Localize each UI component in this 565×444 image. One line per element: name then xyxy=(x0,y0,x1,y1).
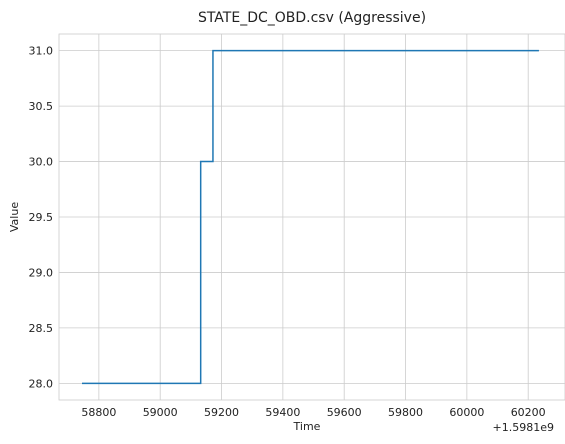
chart-title: STATE_DC_OBD.csv (Aggressive) xyxy=(198,10,426,26)
x-offset-label: +1.5981e9 xyxy=(493,421,554,434)
x-tick-label: 59800 xyxy=(388,406,423,419)
x-axis-label: Time xyxy=(293,420,321,433)
x-tick-label: 59600 xyxy=(327,406,362,419)
series-line-0 xyxy=(82,49,539,385)
y-tick-label: 30.5 xyxy=(29,100,54,113)
y-tick-label: 29.0 xyxy=(29,266,54,279)
y-tick-label: 28.0 xyxy=(29,377,54,390)
y-tick-label: 28.5 xyxy=(29,322,54,335)
x-tick-label: 59400 xyxy=(265,406,300,419)
y-tick-label: 31.0 xyxy=(29,45,54,58)
x-tick-labels: 58800 59000 59200 59400 59600 59800 60000 60200 xyxy=(81,406,545,419)
y-tick-labels: 28.0 28.5 29.0 29.5 30.0 30.5 31.0 xyxy=(29,45,54,391)
y-tick-label: 30.0 xyxy=(29,156,54,169)
series-layer xyxy=(82,49,539,385)
y-tick-label: 29.5 xyxy=(29,211,54,224)
x-tick-label: 59200 xyxy=(204,406,239,419)
x-tick-label: 58800 xyxy=(81,406,116,419)
x-tick-label: 60200 xyxy=(511,406,546,419)
y-axis-label: Value xyxy=(8,202,21,232)
x-tick-label: 60000 xyxy=(449,406,484,419)
x-tick-label: 59000 xyxy=(143,406,178,419)
grid-layer xyxy=(59,34,565,400)
plot-frame xyxy=(58,33,565,401)
